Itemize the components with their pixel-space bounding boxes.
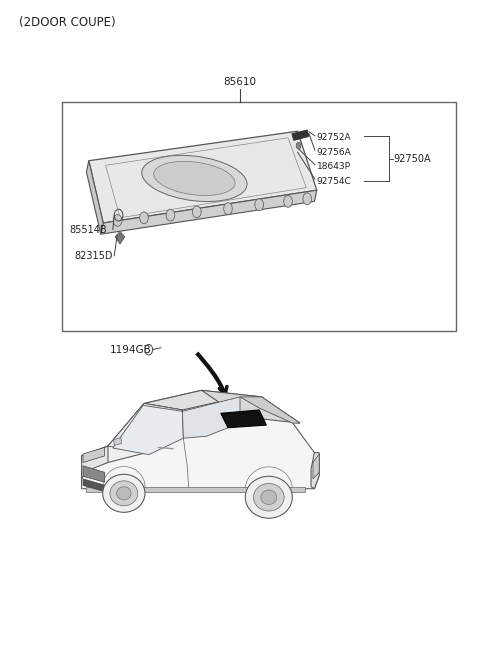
Polygon shape <box>83 447 105 462</box>
Text: 92756A: 92756A <box>317 148 351 157</box>
Polygon shape <box>311 453 319 489</box>
Polygon shape <box>82 390 319 489</box>
Ellipse shape <box>142 155 247 201</box>
Polygon shape <box>144 390 240 410</box>
Polygon shape <box>108 403 182 453</box>
Circle shape <box>140 212 148 224</box>
Polygon shape <box>83 466 105 482</box>
Polygon shape <box>113 405 183 455</box>
Polygon shape <box>114 438 121 445</box>
Polygon shape <box>86 161 103 234</box>
Text: 85610: 85610 <box>224 77 256 87</box>
Polygon shape <box>240 397 300 423</box>
Circle shape <box>296 142 301 149</box>
Ellipse shape <box>110 481 138 506</box>
Circle shape <box>255 199 264 211</box>
Circle shape <box>224 203 232 215</box>
Polygon shape <box>313 454 319 479</box>
Polygon shape <box>101 190 317 234</box>
Polygon shape <box>86 487 305 492</box>
Polygon shape <box>115 232 125 244</box>
Circle shape <box>303 193 312 205</box>
Text: 92752A: 92752A <box>317 133 351 142</box>
Polygon shape <box>82 446 108 479</box>
Ellipse shape <box>253 483 284 511</box>
Polygon shape <box>182 397 240 438</box>
Ellipse shape <box>154 161 235 195</box>
Circle shape <box>192 206 201 218</box>
Polygon shape <box>89 131 317 223</box>
Text: 18643P: 18643P <box>317 162 351 171</box>
Polygon shape <box>82 403 182 462</box>
Text: 85514B: 85514B <box>70 224 107 235</box>
Polygon shape <box>292 130 309 140</box>
Polygon shape <box>221 410 266 428</box>
Ellipse shape <box>245 476 292 518</box>
Text: 92754C: 92754C <box>317 176 351 186</box>
Ellipse shape <box>117 487 131 500</box>
Circle shape <box>166 209 175 221</box>
Bar <box>62 102 456 331</box>
Polygon shape <box>202 390 300 423</box>
Text: 82315D: 82315D <box>74 251 113 261</box>
Text: (2DOOR COUPE): (2DOOR COUPE) <box>19 16 116 30</box>
Polygon shape <box>83 479 106 492</box>
Ellipse shape <box>261 490 276 504</box>
Circle shape <box>113 215 122 226</box>
Text: 92750A: 92750A <box>394 154 431 165</box>
Text: 1194GB: 1194GB <box>109 344 151 355</box>
Ellipse shape <box>103 474 145 512</box>
Circle shape <box>284 195 292 207</box>
